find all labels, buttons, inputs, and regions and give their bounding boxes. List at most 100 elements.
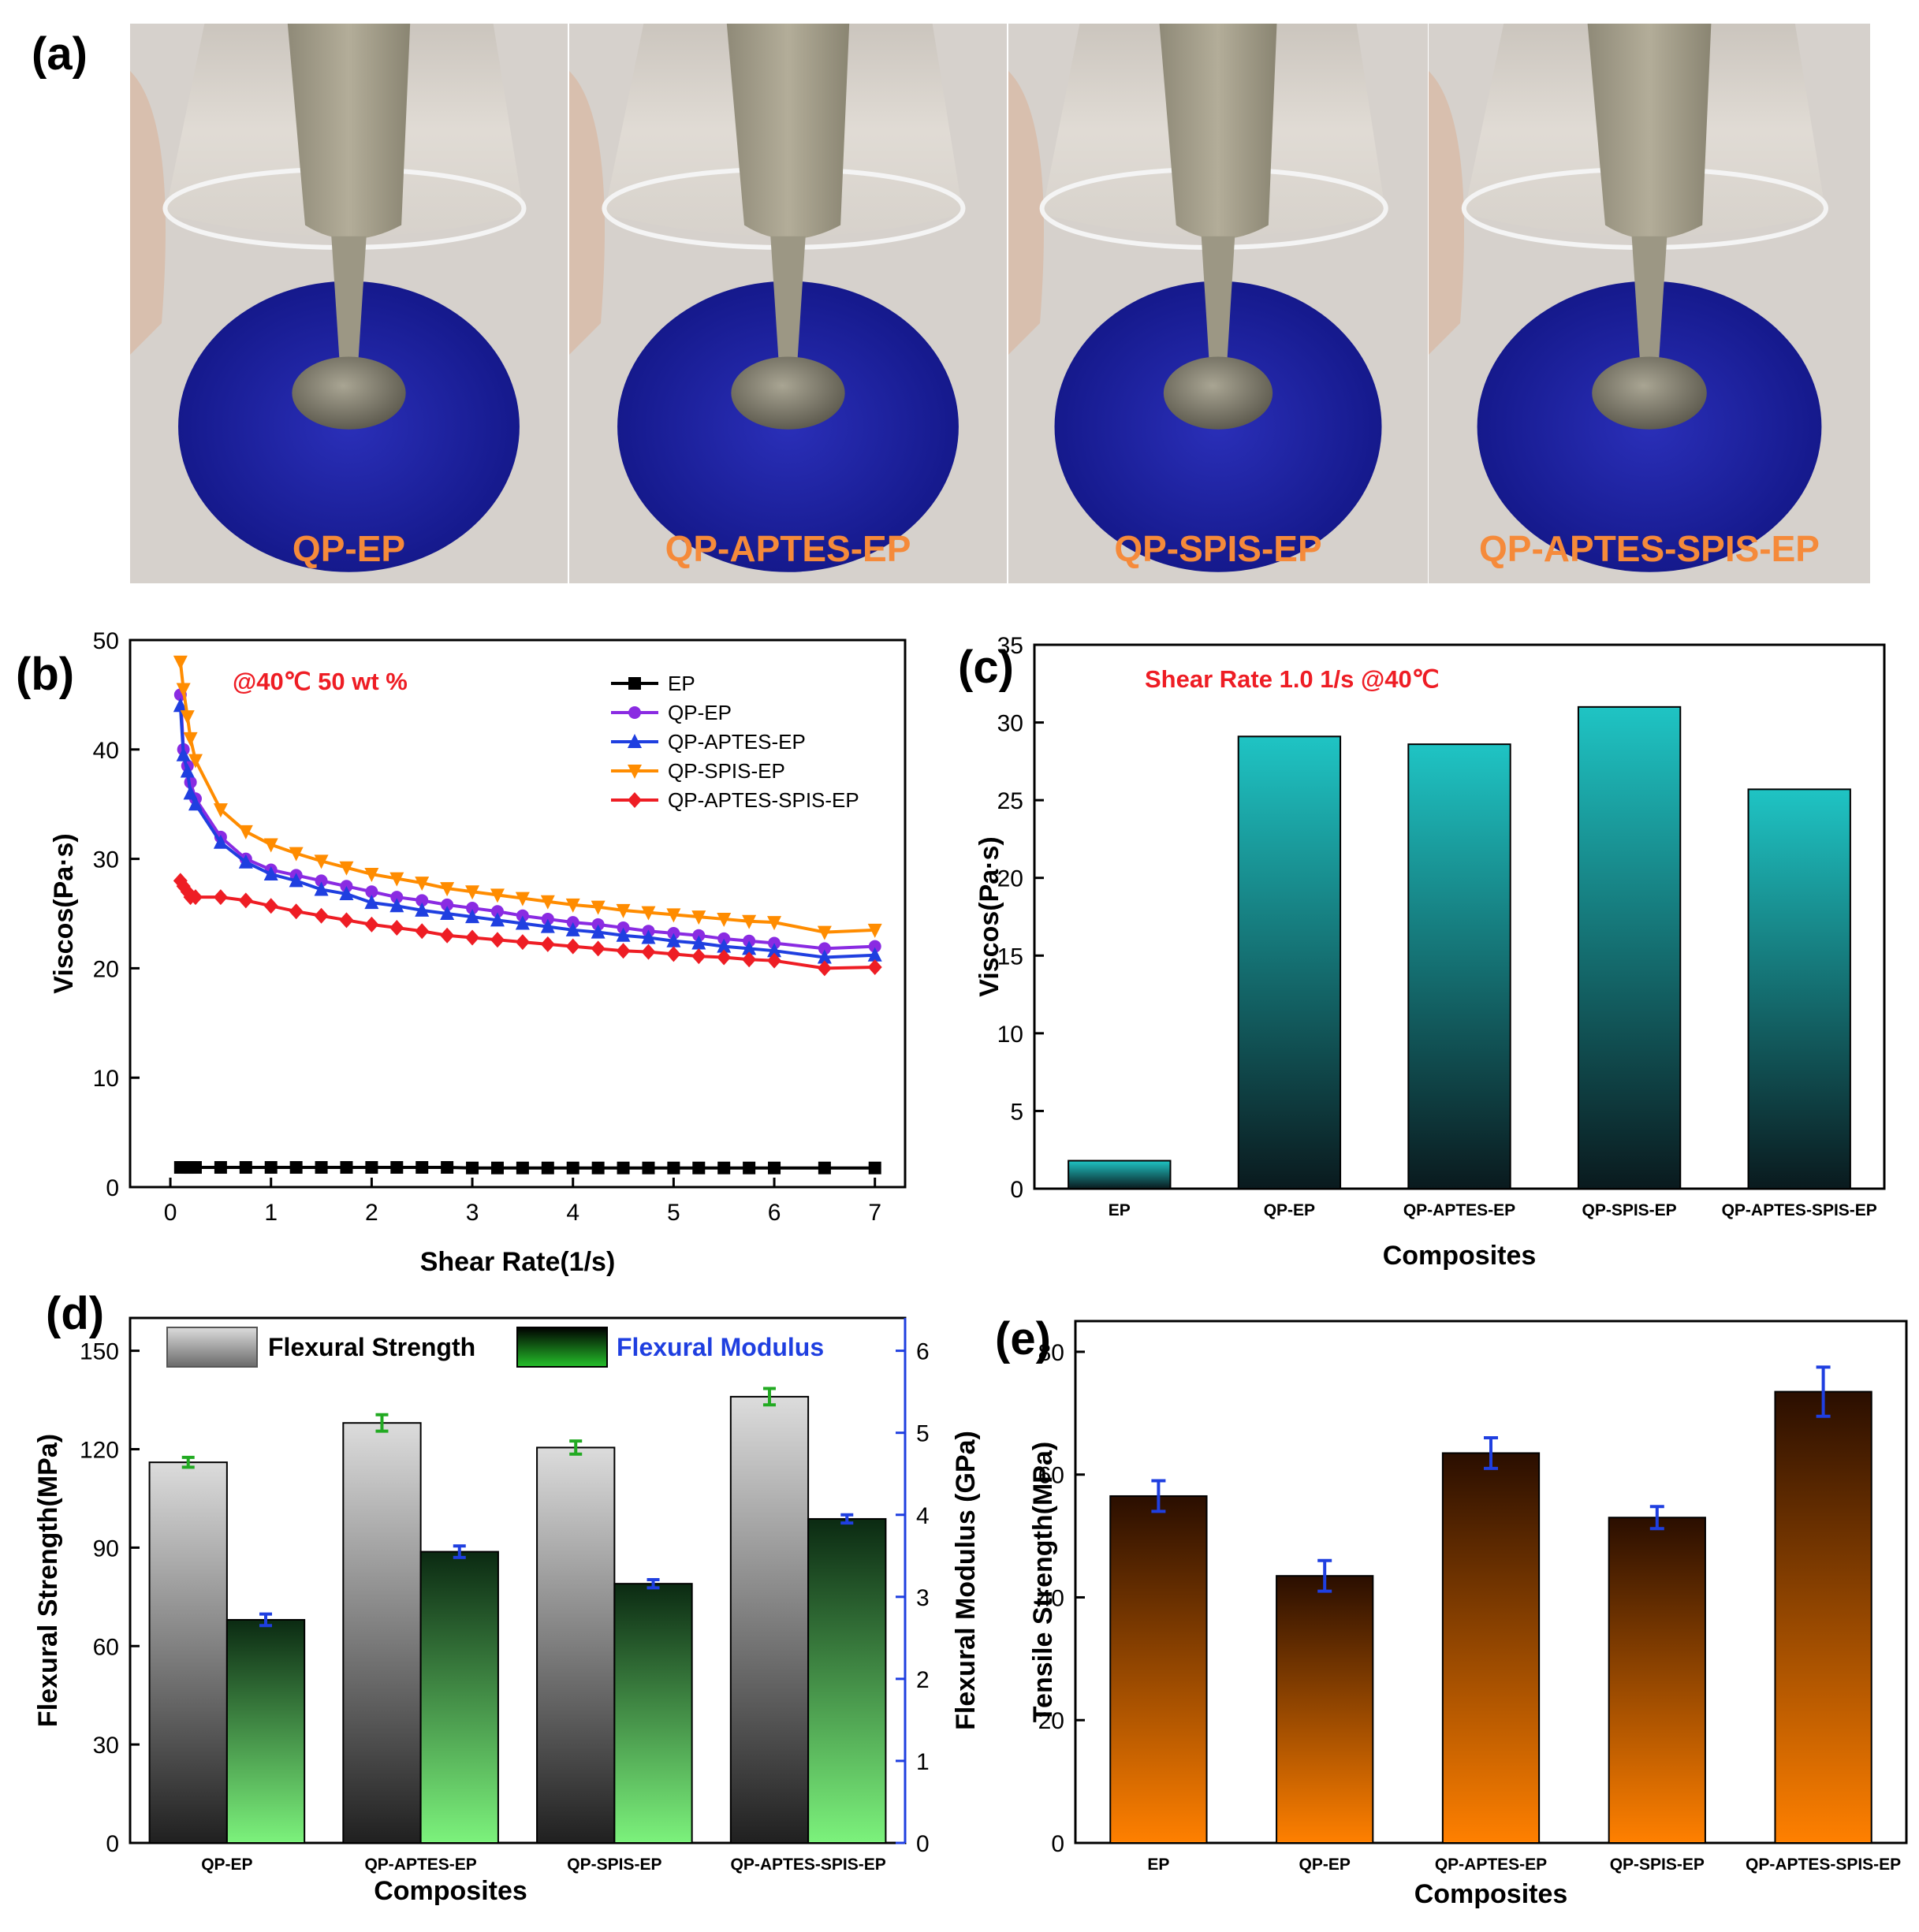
photo-caption: QP-APTES-EP bbox=[665, 528, 911, 569]
data-point bbox=[818, 942, 831, 955]
data-point bbox=[289, 847, 304, 862]
data-point bbox=[515, 915, 530, 930]
bar-qp-aptes-spis-ep bbox=[1747, 788, 1851, 1189]
photo-2: QP-APTES-EP bbox=[569, 24, 1007, 583]
right-tick-label: 3 bbox=[916, 1585, 930, 1611]
data-point bbox=[667, 1161, 680, 1174]
panel-b-label: (b) bbox=[16, 649, 74, 700]
bar-qp-aptes-ep bbox=[1407, 743, 1511, 1189]
y-tick-label: 150 bbox=[80, 1339, 119, 1365]
data-point bbox=[591, 900, 606, 915]
panel-d-label: (d) bbox=[46, 1288, 104, 1339]
data-point bbox=[213, 834, 228, 849]
data-point bbox=[767, 952, 782, 969]
data-point bbox=[565, 921, 580, 936]
error-bar bbox=[1816, 1365, 1831, 1418]
resin-column bbox=[287, 24, 411, 240]
data-point bbox=[742, 951, 757, 968]
y-tick-label: 25 bbox=[997, 788, 1023, 814]
data-point bbox=[591, 940, 606, 957]
data-point bbox=[743, 1161, 756, 1174]
data-point bbox=[213, 803, 228, 818]
data-point bbox=[289, 903, 304, 920]
x-tick-label: EP bbox=[1109, 1201, 1131, 1219]
data-point bbox=[767, 943, 782, 958]
y-tick-label: 20 bbox=[997, 866, 1023, 892]
error-bar bbox=[1649, 1505, 1664, 1531]
y-tick-label: 0 bbox=[1051, 1831, 1064, 1857]
data-point bbox=[364, 895, 379, 910]
data-point bbox=[364, 868, 379, 883]
right-axis-title: Flexural Modulus (GPa) bbox=[951, 1431, 981, 1730]
data-point bbox=[617, 1161, 630, 1174]
data-point bbox=[642, 1161, 655, 1174]
x-tick-label: QP-APTES-EP bbox=[364, 1856, 476, 1874]
data-point bbox=[289, 873, 304, 888]
error-bar bbox=[646, 1577, 660, 1590]
right-tick-label: 0 bbox=[916, 1831, 930, 1857]
data-point bbox=[315, 874, 328, 888]
data-point bbox=[176, 683, 191, 698]
y-tick-label: 10 bbox=[93, 1066, 119, 1092]
x-tick-label: QP-APTES-EP bbox=[1403, 1201, 1515, 1219]
x-tick-label: 4 bbox=[566, 1200, 579, 1226]
data-point bbox=[768, 1161, 781, 1174]
data-point bbox=[415, 902, 430, 917]
resin-puddle bbox=[292, 356, 406, 430]
data-point bbox=[515, 892, 530, 906]
data-point bbox=[867, 947, 882, 962]
data-point bbox=[173, 655, 188, 670]
data-point bbox=[441, 898, 454, 911]
y-tick-label: 30 bbox=[997, 711, 1023, 737]
data-point bbox=[566, 1161, 579, 1174]
x-tick-label: QP-SPIS-EP bbox=[1610, 1856, 1705, 1874]
data-point bbox=[213, 889, 228, 906]
data-point bbox=[641, 944, 656, 960]
data-point bbox=[767, 916, 782, 931]
data-point bbox=[263, 898, 278, 914]
x-tick-label: QP-APTES-SPIS-EP bbox=[1722, 1201, 1877, 1219]
x-axis-title: Composites bbox=[374, 1876, 527, 1906]
data-point bbox=[440, 906, 455, 920]
bar-qp-ep bbox=[1237, 735, 1342, 1189]
data-point bbox=[616, 903, 631, 918]
y-tick-label: 35 bbox=[997, 633, 1023, 659]
data-point bbox=[173, 698, 188, 713]
data-point bbox=[415, 1161, 429, 1174]
legend-label: Flexural Modulus bbox=[617, 1333, 824, 1361]
plot-frame bbox=[129, 638, 907, 1189]
legend-swatch-modulus bbox=[516, 1327, 608, 1368]
data-point bbox=[691, 935, 706, 950]
y-tick-label: 40 bbox=[1038, 1585, 1064, 1611]
y-tick-label: 20 bbox=[93, 956, 119, 982]
hand-shape bbox=[1429, 71, 1464, 355]
resin-stream bbox=[331, 236, 367, 371]
legend-label: QP-EP bbox=[668, 701, 732, 724]
panel-b-chart: (b) 0 10 20 30 40 50 0 1 2 3 4 5 6 7 Shear Rate(1/s) Vis… bbox=[16, 628, 907, 1277]
data-point bbox=[339, 886, 354, 901]
x-tick-label: QP-APTES-EP bbox=[1435, 1856, 1547, 1874]
hand-shape bbox=[130, 71, 166, 355]
series-line bbox=[178, 661, 875, 934]
data-point bbox=[818, 1161, 831, 1174]
bar-qp-ep bbox=[1276, 1575, 1374, 1845]
y-tick-label: 0 bbox=[1010, 1177, 1023, 1203]
data-point bbox=[742, 940, 757, 955]
data-point bbox=[490, 912, 505, 927]
x-tick-label: 2 bbox=[365, 1200, 378, 1226]
bar-ep bbox=[1109, 1495, 1208, 1845]
data-point bbox=[364, 916, 379, 932]
x-tick-label: 6 bbox=[768, 1200, 781, 1226]
data-point bbox=[415, 894, 429, 907]
panel-d-chart: (d) 0 30 60 90 120 150 0 1 2 3 4 5 6 QP-EP QP-APTES-EP Q… bbox=[33, 1288, 981, 1906]
data-point bbox=[465, 885, 480, 900]
bar-flexural-strength bbox=[342, 1422, 422, 1844]
data-point bbox=[263, 866, 278, 881]
bar-flexural-strength bbox=[536, 1446, 616, 1844]
data-point bbox=[868, 940, 881, 953]
legend-label: Flexural Strength bbox=[268, 1333, 475, 1361]
data-point bbox=[591, 1161, 605, 1174]
data-point bbox=[490, 905, 504, 918]
error-bar bbox=[453, 1544, 466, 1559]
y-tick-label: 30 bbox=[93, 1733, 119, 1759]
